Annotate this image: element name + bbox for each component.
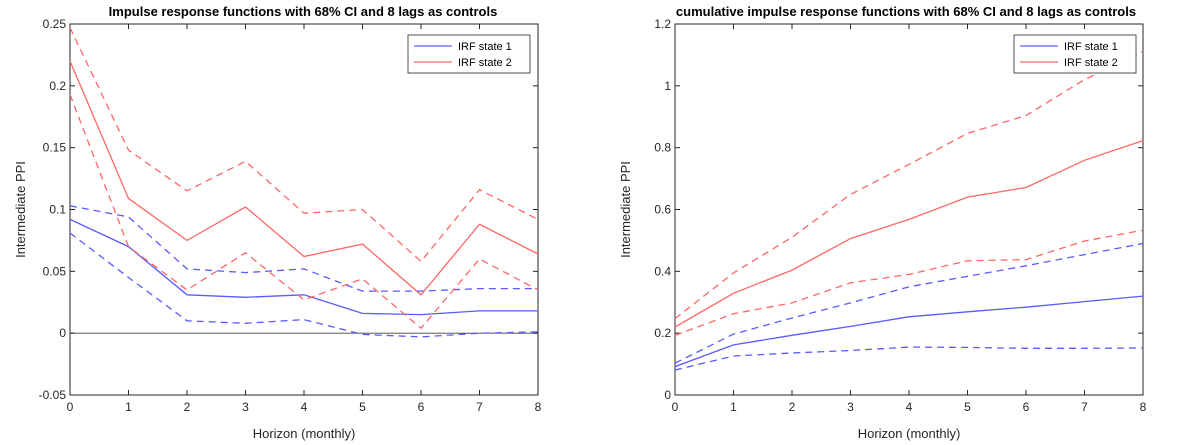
y-tick-label: 1.2 — [654, 17, 671, 31]
x-tick-label: 4 — [906, 400, 913, 414]
legend-label: IRF state 2 — [458, 57, 512, 69]
y-tick-label: 0.4 — [654, 264, 671, 278]
x-tick-label: 2 — [184, 400, 191, 414]
ci-band-line — [674, 229, 1144, 336]
ci-band-line — [674, 50, 1144, 320]
legend-label: IRF state 2 — [1064, 57, 1118, 69]
y-tick-label: 0.8 — [654, 141, 671, 155]
x-tick-label: 5 — [359, 400, 366, 414]
y-tick-label: 0.05 — [43, 264, 67, 278]
plot-area — [69, 23, 539, 396]
x-tick-label: 8 — [1140, 400, 1147, 414]
chart-title: cumulative impulse response functions wi… — [676, 4, 1136, 19]
x-tick-label: 3 — [242, 400, 249, 414]
irf-series-line — [69, 60, 539, 296]
x-tick-label: 2 — [789, 400, 796, 414]
x-tick-label: 6 — [418, 400, 425, 414]
x-tick-label: 1 — [125, 400, 132, 414]
y-tick-label: 0.2 — [654, 326, 671, 340]
y-tick-label: 0 — [59, 326, 66, 340]
x-tick-label: 0 — [672, 400, 679, 414]
legend-box — [407, 34, 531, 74]
y-tick-label: -0.05 — [39, 388, 67, 402]
x-tick-label: 8 — [535, 400, 542, 414]
x-tick-label: 6 — [1023, 400, 1030, 414]
y-tick-label: 0.1 — [49, 203, 66, 217]
y-axis-label: Intermediate PPI — [618, 161, 633, 258]
plot-area — [674, 23, 1144, 396]
y-tick-label: 0.2 — [49, 79, 66, 93]
x-axis-label: Horizon (monthly) — [858, 426, 961, 441]
x-tick-label: 0 — [67, 400, 74, 414]
ci-band-line — [674, 242, 1144, 364]
x-tick-label: 4 — [301, 400, 308, 414]
irf-series-line — [674, 295, 1144, 368]
ci-band-line — [69, 27, 539, 263]
y-tick-label: 0.6 — [654, 203, 671, 217]
y-tick-label: 0.15 — [43, 141, 67, 155]
y-axis-label: Intermediate PPI — [13, 161, 28, 258]
cumulative-irf-panel: 0 1 2 3 4 5 6 7 8 0 0.2 0.4 0.6 0.8 1 1.2 cumulative imp… — [618, 4, 1147, 441]
y-tick-label: 0.25 — [43, 17, 67, 31]
irf-panel: 0 1 2 3 4 5 6 7 8-0.0500.050.10.150.20.25Impulse… — [13, 4, 542, 441]
x-tick-label: 7 — [476, 400, 483, 414]
legend-label: IRF state 1 — [1064, 41, 1118, 53]
x-axis-label: Horizon (monthly) — [253, 426, 356, 441]
legend-box — [1013, 34, 1137, 74]
ci-band-line — [69, 94, 539, 330]
irf-series-line — [69, 218, 538, 316]
x-tick-label: 1 — [730, 400, 737, 414]
ci-band-line — [69, 205, 538, 292]
legend-label: IRF state 1 — [458, 41, 512, 53]
ci-band-line — [69, 232, 539, 338]
x-tick-label: 3 — [847, 400, 854, 414]
irf-series-line — [674, 139, 1144, 328]
x-tick-label: 5 — [964, 400, 971, 414]
y-tick-label: 1 — [664, 79, 671, 93]
x-tick-label: 7 — [1081, 400, 1088, 414]
y-tick-label: 0 — [664, 388, 671, 402]
chart-title: Impulse response functions with 68% CI a… — [109, 4, 498, 19]
